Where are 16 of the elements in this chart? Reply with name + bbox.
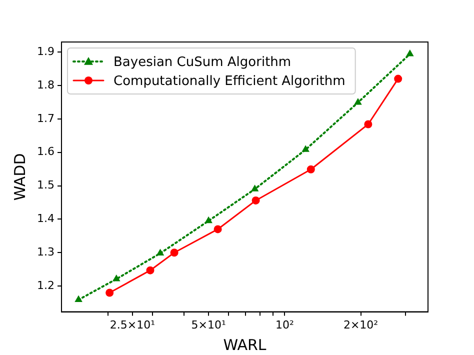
- x-tick-label: 5×10¹: [191, 318, 226, 332]
- x-tick-label: 2.5×10¹: [110, 318, 156, 332]
- y-tick-label: 1.7: [36, 112, 54, 125]
- y-tick-label: 1.3: [36, 245, 54, 258]
- x-tick-label: 2×10²: [343, 318, 378, 332]
- y-axis-title: WADD: [10, 153, 29, 201]
- y-tick-label: 1.6: [36, 145, 54, 158]
- x-axis-title: WARL: [223, 336, 267, 354]
- y-tick-label: 1.9: [36, 44, 54, 58]
- y-tick-label: 1.2: [36, 278, 54, 292]
- y-tick-label: 1.8: [36, 78, 54, 92]
- legend-label: Bayesian CuSum Algorithm: [113, 54, 292, 70]
- x-tick-label: 10²: [275, 318, 294, 332]
- legend-label: Computationally Efficient Algorithm: [113, 74, 346, 89]
- y-tick-label: 1.4: [36, 212, 54, 226]
- y-tick-label: 1.5: [36, 178, 54, 192]
